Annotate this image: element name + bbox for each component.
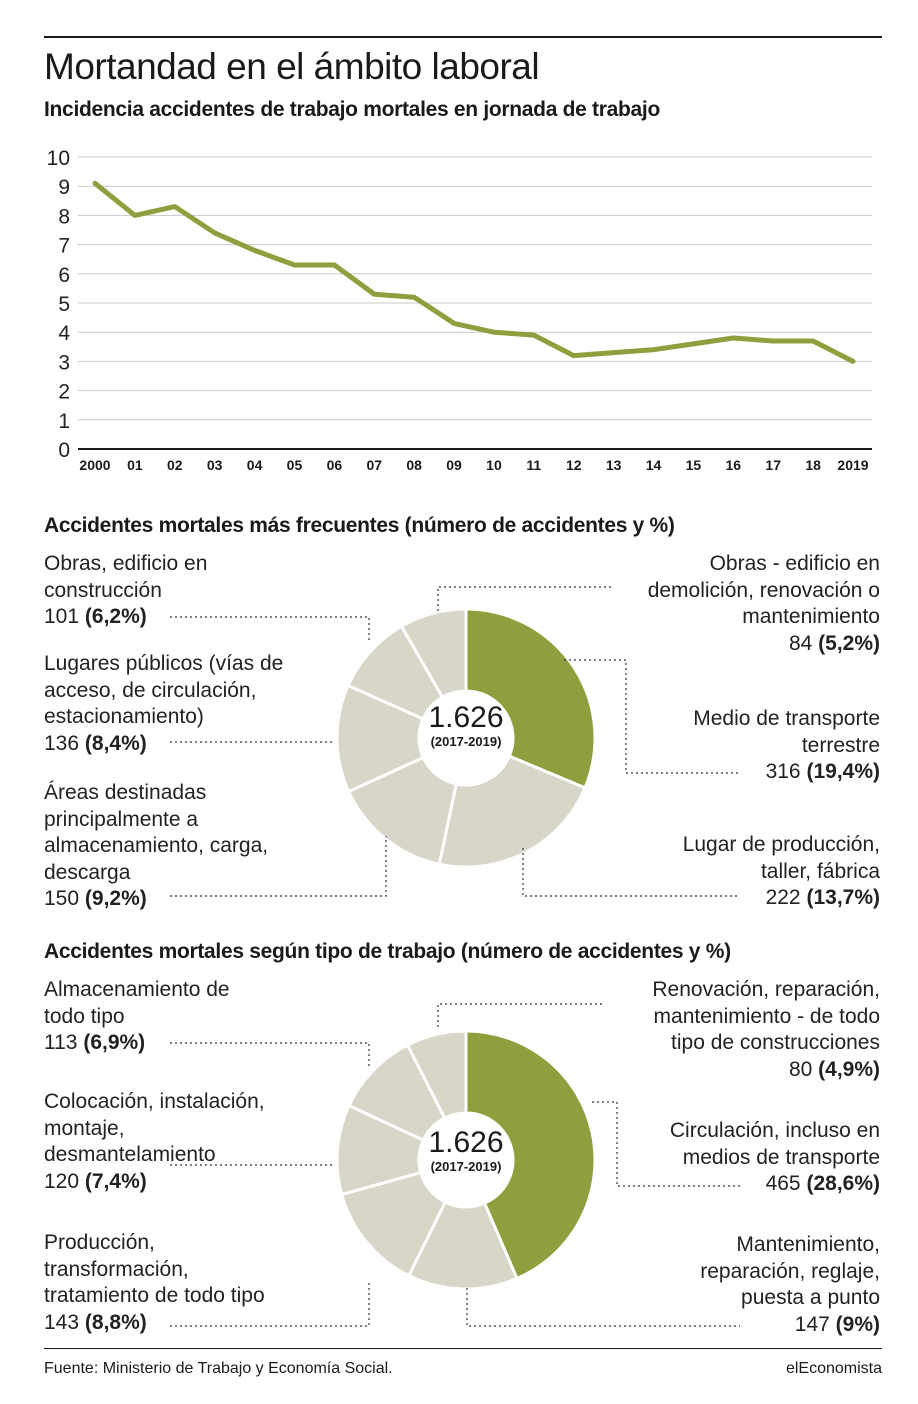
x-tick-label: 15 [686,457,702,473]
x-tick-label: 01 [127,457,143,473]
donut2-slice [464,1029,597,1281]
y-tick-label: 6 [58,264,70,287]
line-chart-subtitle: Incidencia accidentes de trabajo mortale… [44,98,660,121]
x-tick-label: 12 [566,457,582,473]
donut2-label-colocacion: Colocación, instalación, montaje, desman… [44,1090,265,1193]
top-rule [44,36,882,38]
donut1-center: 1.626 (2017-2019) [406,702,526,750]
x-tick-label: 09 [446,457,462,473]
leader-almacenamiento [170,1042,370,1068]
leader-mantenimiento [466,1288,740,1327]
donut2-label-produccion: Producción, transformación, tratamiento … [44,1231,265,1334]
y-tick-label: 9 [58,176,70,199]
donut1-slice [437,754,587,869]
donut1-label-produccion: Lugar de producción, taller, fábrica 222… [682,833,880,909]
leader-circulacion [592,1101,740,1187]
donut2-title: Accidentes mortales según tipo de trabaj… [44,940,731,963]
donut2-total: 1.626 [428,1126,504,1159]
donut1-label-transporte: Medio de transporte terrestre 316 (19,4%… [693,707,880,783]
donut2-label-almacenamiento: Almacenamiento de todo tipo 113 (6,9%) [44,978,230,1054]
leader-areas [170,836,387,897]
donut2-slice [339,1170,448,1278]
y-tick-label: 4 [58,322,70,345]
x-tick-label: 13 [606,457,622,473]
leader-produccion2 [170,1280,370,1327]
x-tick-label: 10 [486,457,502,473]
leader-produccion [522,848,738,897]
brand-logo-text: elEconomista [785,1360,882,1377]
leader-transporte [564,659,740,774]
leader-obras-construccion [170,616,370,642]
donut1-label-obras-demolicion: Obras - edificio en demolición, renovaci… [647,552,880,655]
donut2-center: 1.626 (2017-2019) [406,1127,526,1175]
y-tick-label: 8 [58,205,70,228]
y-tick-label: 5 [58,293,70,316]
donut1-total: 1.626 [428,701,504,734]
x-tick-label: 14 [646,457,662,473]
source-note: Fuente: Ministerio de Trabajo y Economía… [44,1360,393,1377]
bottom-rule [44,1348,882,1349]
x-tick-label: 11 [526,457,541,473]
y-tick-label: 7 [58,235,70,258]
donut1-period: (2017-2019) [430,734,502,749]
y-tick-label: 3 [58,351,70,374]
donut1-label-lugares-publicos: Lugares públicos (vías de acceso, de cir… [44,652,284,755]
donut1-label-areas: Áreas destinadas principalmente a almace… [44,781,269,910]
x-tick-label: 16 [726,457,742,473]
y-tick-label: 1 [58,410,70,433]
x-tick-label: 2019 [837,457,868,473]
donut1-label-obras-construccion: Obras, edificio en construcción 101 (6,2… [44,552,208,628]
donut1-slice [464,607,597,790]
donut2-slice [405,1029,468,1121]
y-tick-label: 0 [58,439,70,462]
donut2-label-circulacion: Circulación, incluso en medios de transp… [669,1119,880,1195]
y-tick-label: 10 [47,147,70,170]
x-tick-label: 02 [167,457,183,473]
y-tick-label: 2 [58,381,70,404]
x-tick-label: 18 [805,457,821,473]
x-tick-label: 17 [765,457,781,473]
x-tick-label: 07 [366,457,382,473]
x-tick-label: 03 [207,457,223,473]
donut2-period: (2017-2019) [430,1159,502,1174]
donut1-title: Accidentes mortales más frecuentes (núme… [44,514,675,537]
donut1-slice [335,683,426,794]
page-title: Mortandad en el ámbito laboral [44,46,540,87]
x-tick-label: 04 [247,457,263,473]
donut2-label-mantenimiento: Mantenimiento, reparación, reglaje, pues… [700,1233,880,1336]
x-tick-label: 06 [327,457,343,473]
x-tick-label: 08 [406,457,422,473]
donut2-label-renovacion: Renovación, reparación, mantenimiento - … [652,978,880,1081]
donut1-slice [346,755,459,866]
leader-renovacion [437,1003,602,1030]
x-tick-label: 05 [287,457,303,473]
donut1-slice [399,607,468,700]
series-line [92,180,856,364]
x-tick-label: 2000 [79,457,110,473]
